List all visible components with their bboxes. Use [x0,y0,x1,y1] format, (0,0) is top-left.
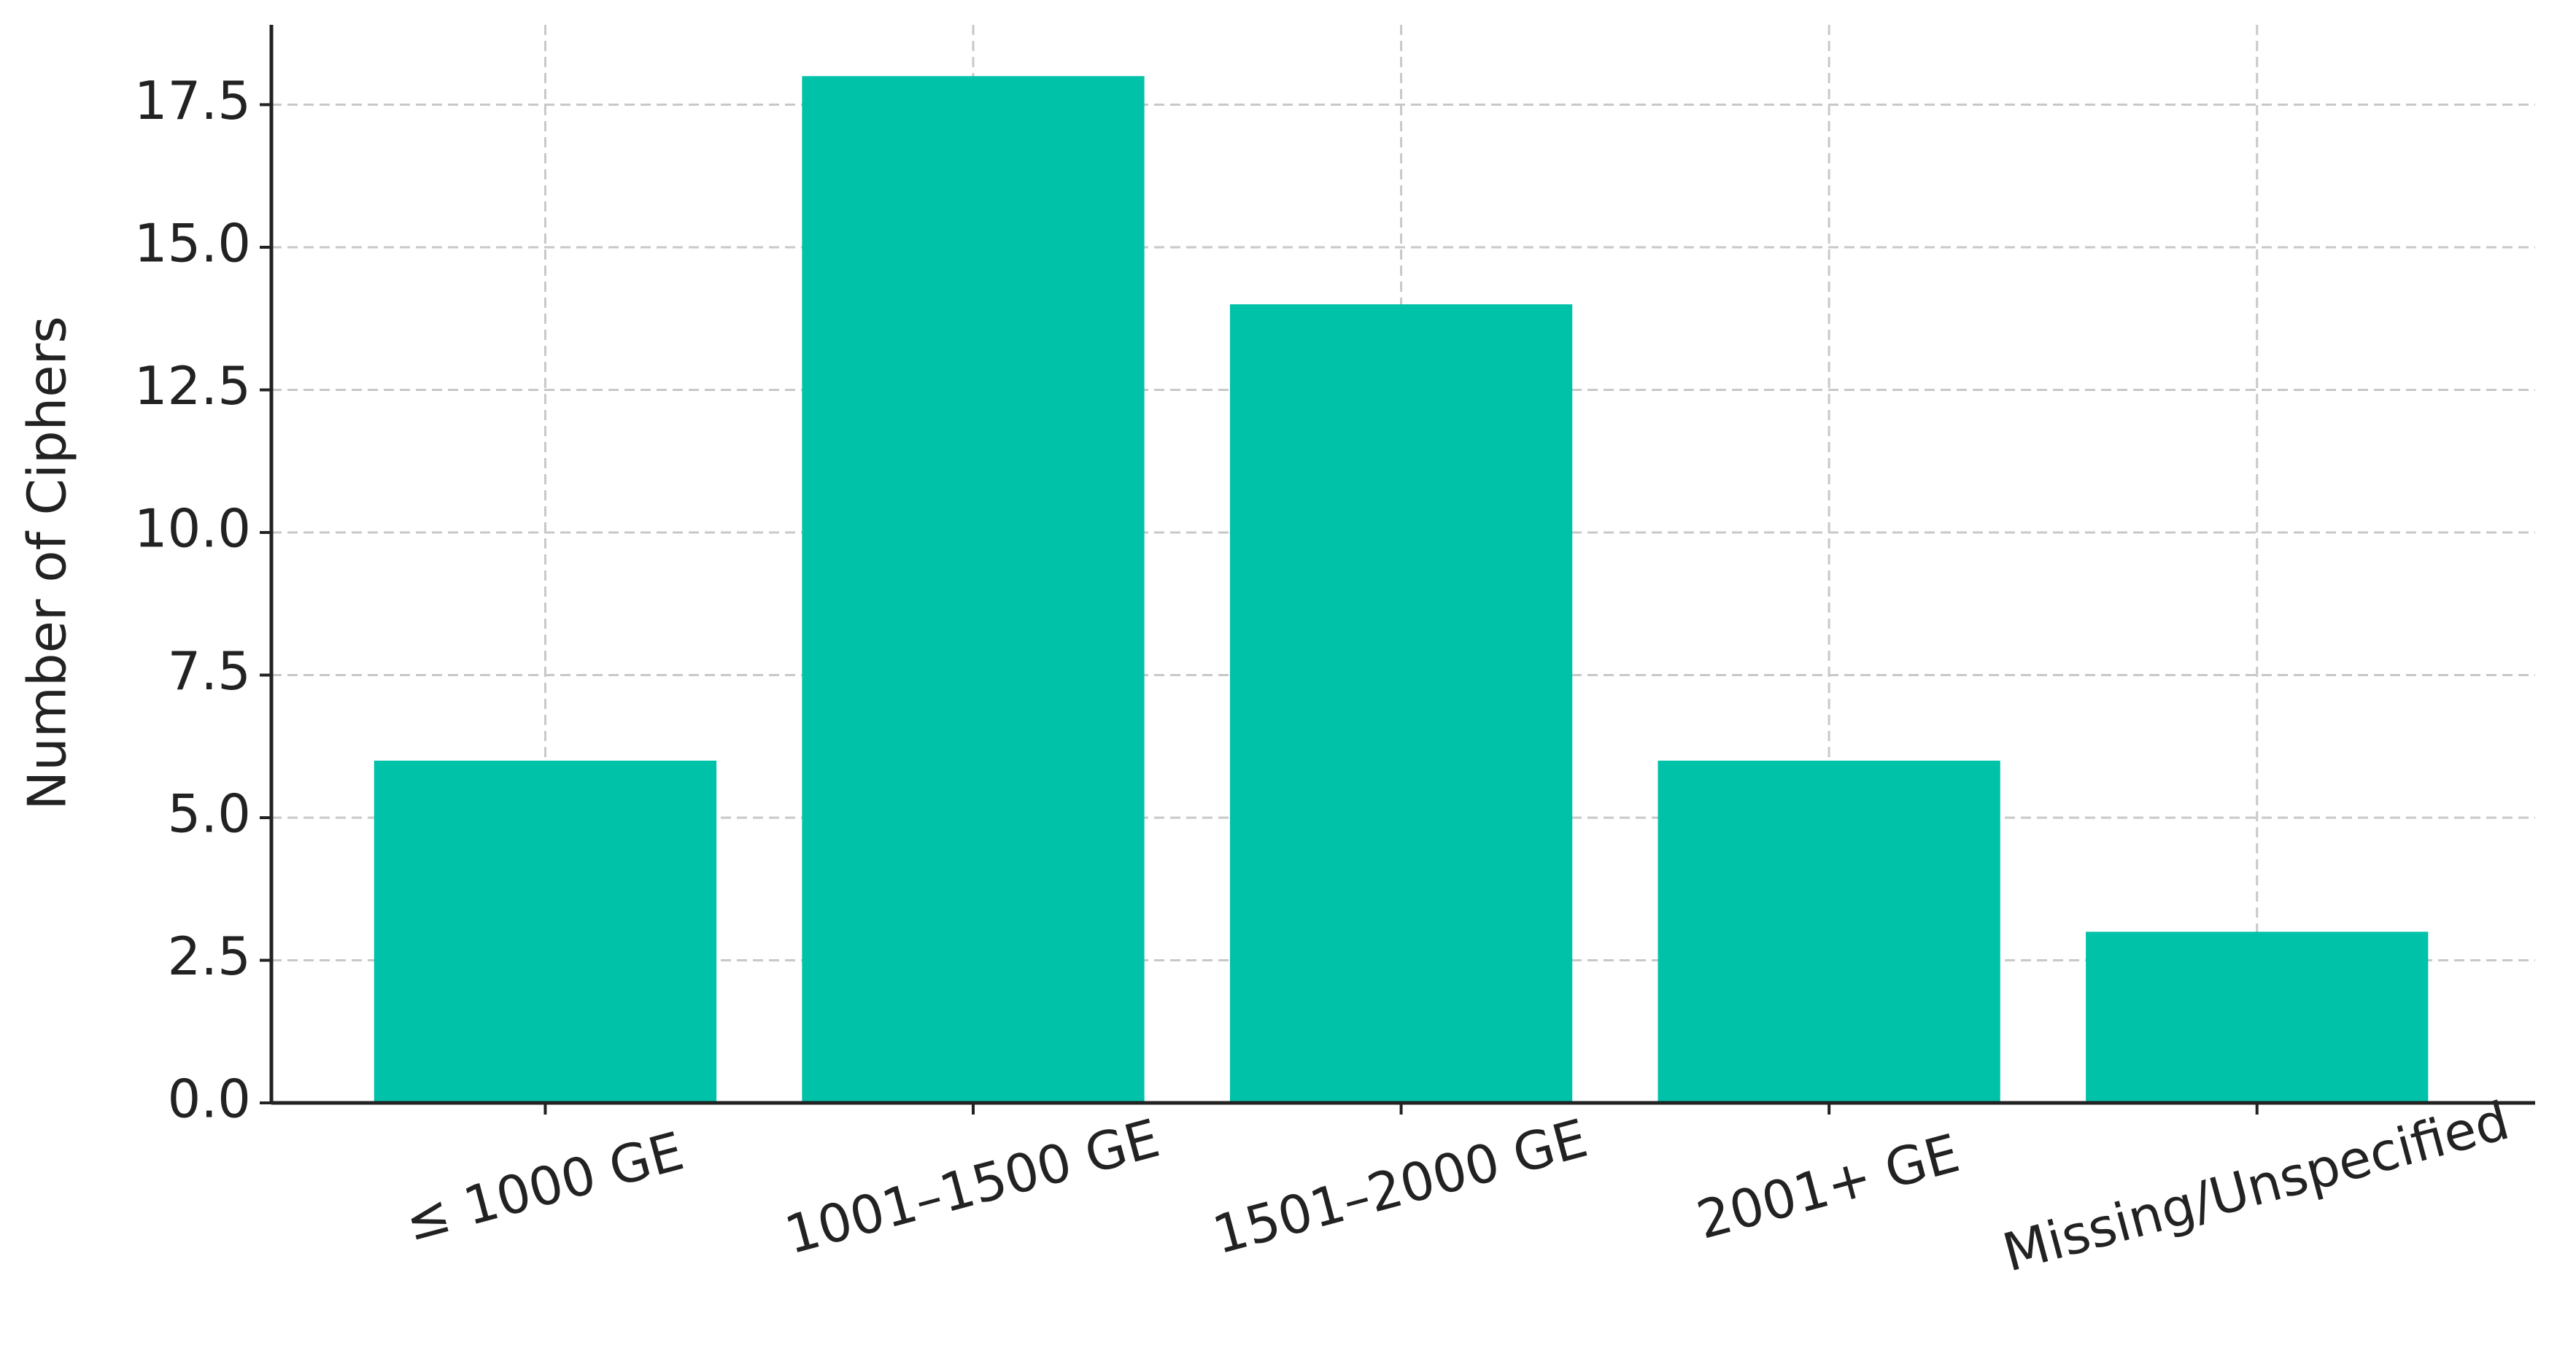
bar [2086,931,2429,1103]
x-tick-label: ≤ 1000 GE [398,1120,689,1253]
bar [374,760,717,1103]
y-tick-label: 10.0 [134,498,251,559]
y-tick-label: 7.5 [167,640,251,702]
y-tick-label: 12.5 [134,355,251,417]
x-tick-label: 1001–1500 GE [778,1107,1165,1266]
bar [1229,304,1573,1103]
y-tick-label: 2.5 [167,926,251,987]
y-tick-label: 15.0 [134,212,251,274]
y-tick-label: 5.0 [167,783,251,845]
y-tick-label: 0.0 [167,1069,251,1130]
y-axis-label: Number of Ciphers [17,316,78,810]
x-tick-label: 2001+ GE [1690,1123,1965,1251]
y-tick-label: 17.5 [134,70,251,131]
x-tick-label: Missing/Unspecified [1997,1090,2515,1284]
bar [802,76,1145,1103]
x-tick-label: 1501–2000 GE [1207,1107,1593,1266]
bar [1658,760,2000,1103]
